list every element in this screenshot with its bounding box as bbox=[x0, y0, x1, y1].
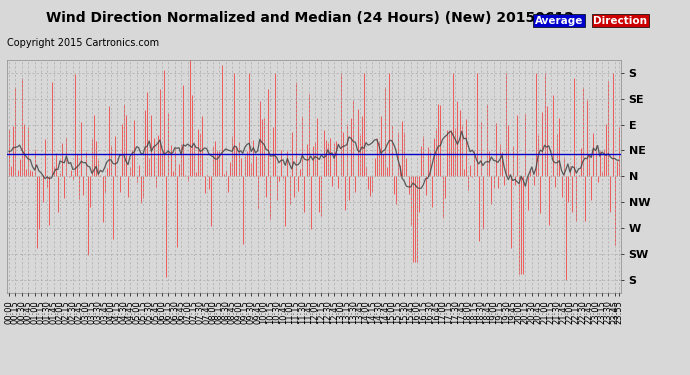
Text: Average: Average bbox=[535, 16, 583, 26]
Text: Direction: Direction bbox=[593, 16, 647, 26]
Text: Wind Direction Normalized and Median (24 Hours) (New) 20150612: Wind Direction Normalized and Median (24… bbox=[46, 11, 575, 25]
Text: Copyright 2015 Cartronics.com: Copyright 2015 Cartronics.com bbox=[7, 38, 159, 48]
